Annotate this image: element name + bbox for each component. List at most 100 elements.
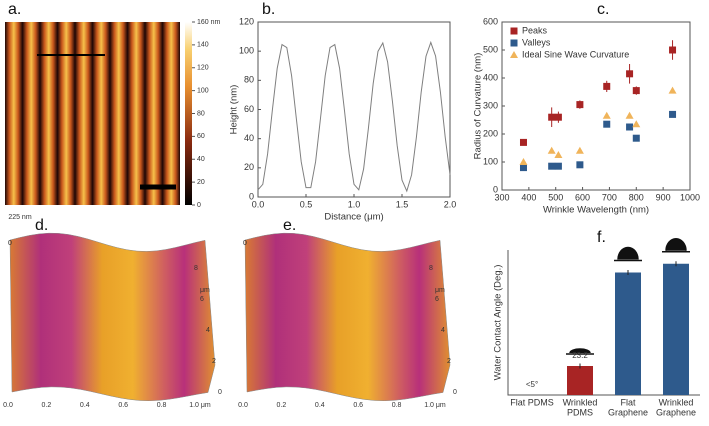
legend-marker [510, 51, 518, 58]
droplet-icon [614, 246, 642, 262]
colorbar-tick-label: 80 [197, 110, 205, 117]
marker [669, 110, 677, 118]
x-tick-label: 400 [521, 192, 536, 202]
x-tick-label: 0.5 [300, 199, 313, 209]
y-tick-label: 0 [453, 389, 457, 396]
marker [632, 120, 641, 128]
surface [9, 232, 216, 402]
marker [669, 46, 677, 54]
x-tick-label: 0.0 [3, 402, 13, 409]
panel-label: c. [597, 1, 609, 18]
marker [548, 162, 556, 170]
colorbar-tick-label: 120 [197, 65, 209, 72]
panel-label: e. [283, 217, 296, 234]
colorbar-tick-label: 40 [197, 156, 205, 163]
colorbar-tick-label: 160 nm [197, 19, 221, 26]
colorbar-tick-label: 20 [197, 179, 205, 186]
x-tick-label: 900 [656, 192, 671, 202]
x-tick-label: PDMS [567, 407, 593, 417]
x-tick-label: 1.0 μm [424, 402, 446, 409]
y-tick-label: 4 [441, 327, 445, 334]
marker [519, 138, 527, 146]
marker [625, 111, 634, 119]
x-tick-label: Wrinkled [563, 397, 598, 407]
x-tick-label: 0.6 [118, 402, 128, 409]
marker [575, 146, 584, 154]
x-tick-label: Wrinkled [659, 397, 694, 407]
x-tick-label: 0.0 [238, 402, 248, 409]
y-axis-label: μm [200, 287, 210, 294]
legend-label: Ideal Sine Wave Curvature [522, 49, 629, 59]
colorbar [185, 22, 192, 205]
y-axis-label: μm [435, 287, 445, 294]
marker [576, 161, 584, 169]
legend-label: Valleys [522, 37, 551, 47]
y-tick-label: 4 [206, 327, 210, 334]
x-tick-label: 600 [575, 192, 590, 202]
y-tick-label: 600 [483, 16, 498, 26]
value-label: <5° [526, 380, 538, 389]
y-tick-label: 500 [483, 44, 498, 54]
x-tick-label: Graphene [656, 407, 696, 417]
marker [547, 146, 556, 154]
y-tick-label: 0 [218, 389, 222, 396]
marker [632, 134, 640, 142]
x-tick-label: 0.4 [80, 402, 90, 409]
y-tick-label: 40 [244, 133, 254, 143]
droplet-icon [566, 348, 594, 355]
colorbar-tick-label: 60 [197, 133, 205, 140]
y-tick-label: 120 [239, 16, 254, 26]
marker [554, 151, 563, 158]
y-tick-label: 100 [239, 46, 254, 56]
x-tick-label: 700 [602, 192, 617, 202]
legend-marker [510, 39, 518, 47]
marker [548, 113, 556, 121]
x-tick-label: 1.5 [396, 199, 409, 209]
bar [567, 366, 593, 395]
x-axis-label: Wrinkle Wavelength (nm) [543, 205, 649, 216]
marker [576, 101, 584, 109]
line [257, 40, 451, 193]
bar [615, 272, 641, 395]
y-tick-label: 200 [483, 128, 498, 138]
x-tick-label: 2.0 [444, 199, 457, 209]
z-tick-label: 0 [243, 240, 247, 247]
legend-marker [510, 27, 518, 35]
x-tick-label: 0.2 [277, 402, 287, 409]
colorbar-tick-label: 140 [197, 42, 209, 49]
y-tick-label: 20 [244, 162, 254, 172]
y-tick-label: 6 [435, 296, 439, 303]
marker [603, 120, 611, 128]
x-tick-label: 1000 [680, 192, 700, 202]
y-tick-label: 8 [194, 265, 198, 272]
y-tick-label: 6 [200, 296, 204, 303]
x-tick-label: Graphene [608, 407, 648, 417]
x-tick-label: 0.2 [42, 402, 52, 409]
x-tick-label: 0.6 [353, 402, 363, 409]
y-axis-label: Height (nm) [229, 85, 240, 135]
colorbar-tick-label: 0 [197, 202, 201, 209]
marker [626, 70, 634, 78]
z-tick-label: 0 [8, 240, 12, 247]
droplet-icon [662, 238, 690, 253]
x-tick-label: 1.0 [348, 199, 361, 209]
colorbar-tick-label: 100 [197, 87, 209, 94]
value-label: 23.2 [572, 351, 588, 360]
y-tick-label: 80 [244, 75, 254, 85]
x-tick-label: 0.0 [252, 199, 265, 209]
y-tick-label: 100 [483, 156, 498, 166]
x-tick-label: 0.8 [392, 402, 402, 409]
marker [603, 82, 611, 90]
y-tick-label: 400 [483, 72, 498, 82]
panel-label: b. [262, 1, 275, 18]
marker [602, 111, 611, 119]
marker [519, 164, 527, 172]
y-axis-label: Water Contact Angle (Deg.) [493, 265, 504, 381]
x-tick-label: Flat PDMS [510, 397, 554, 407]
y-tick-label: 0 [493, 184, 498, 194]
y-tick-label: 2 [447, 358, 451, 365]
panel-label: d. [35, 217, 48, 234]
x-tick-label: 300 [494, 192, 509, 202]
panel-label: a. [8, 1, 21, 18]
